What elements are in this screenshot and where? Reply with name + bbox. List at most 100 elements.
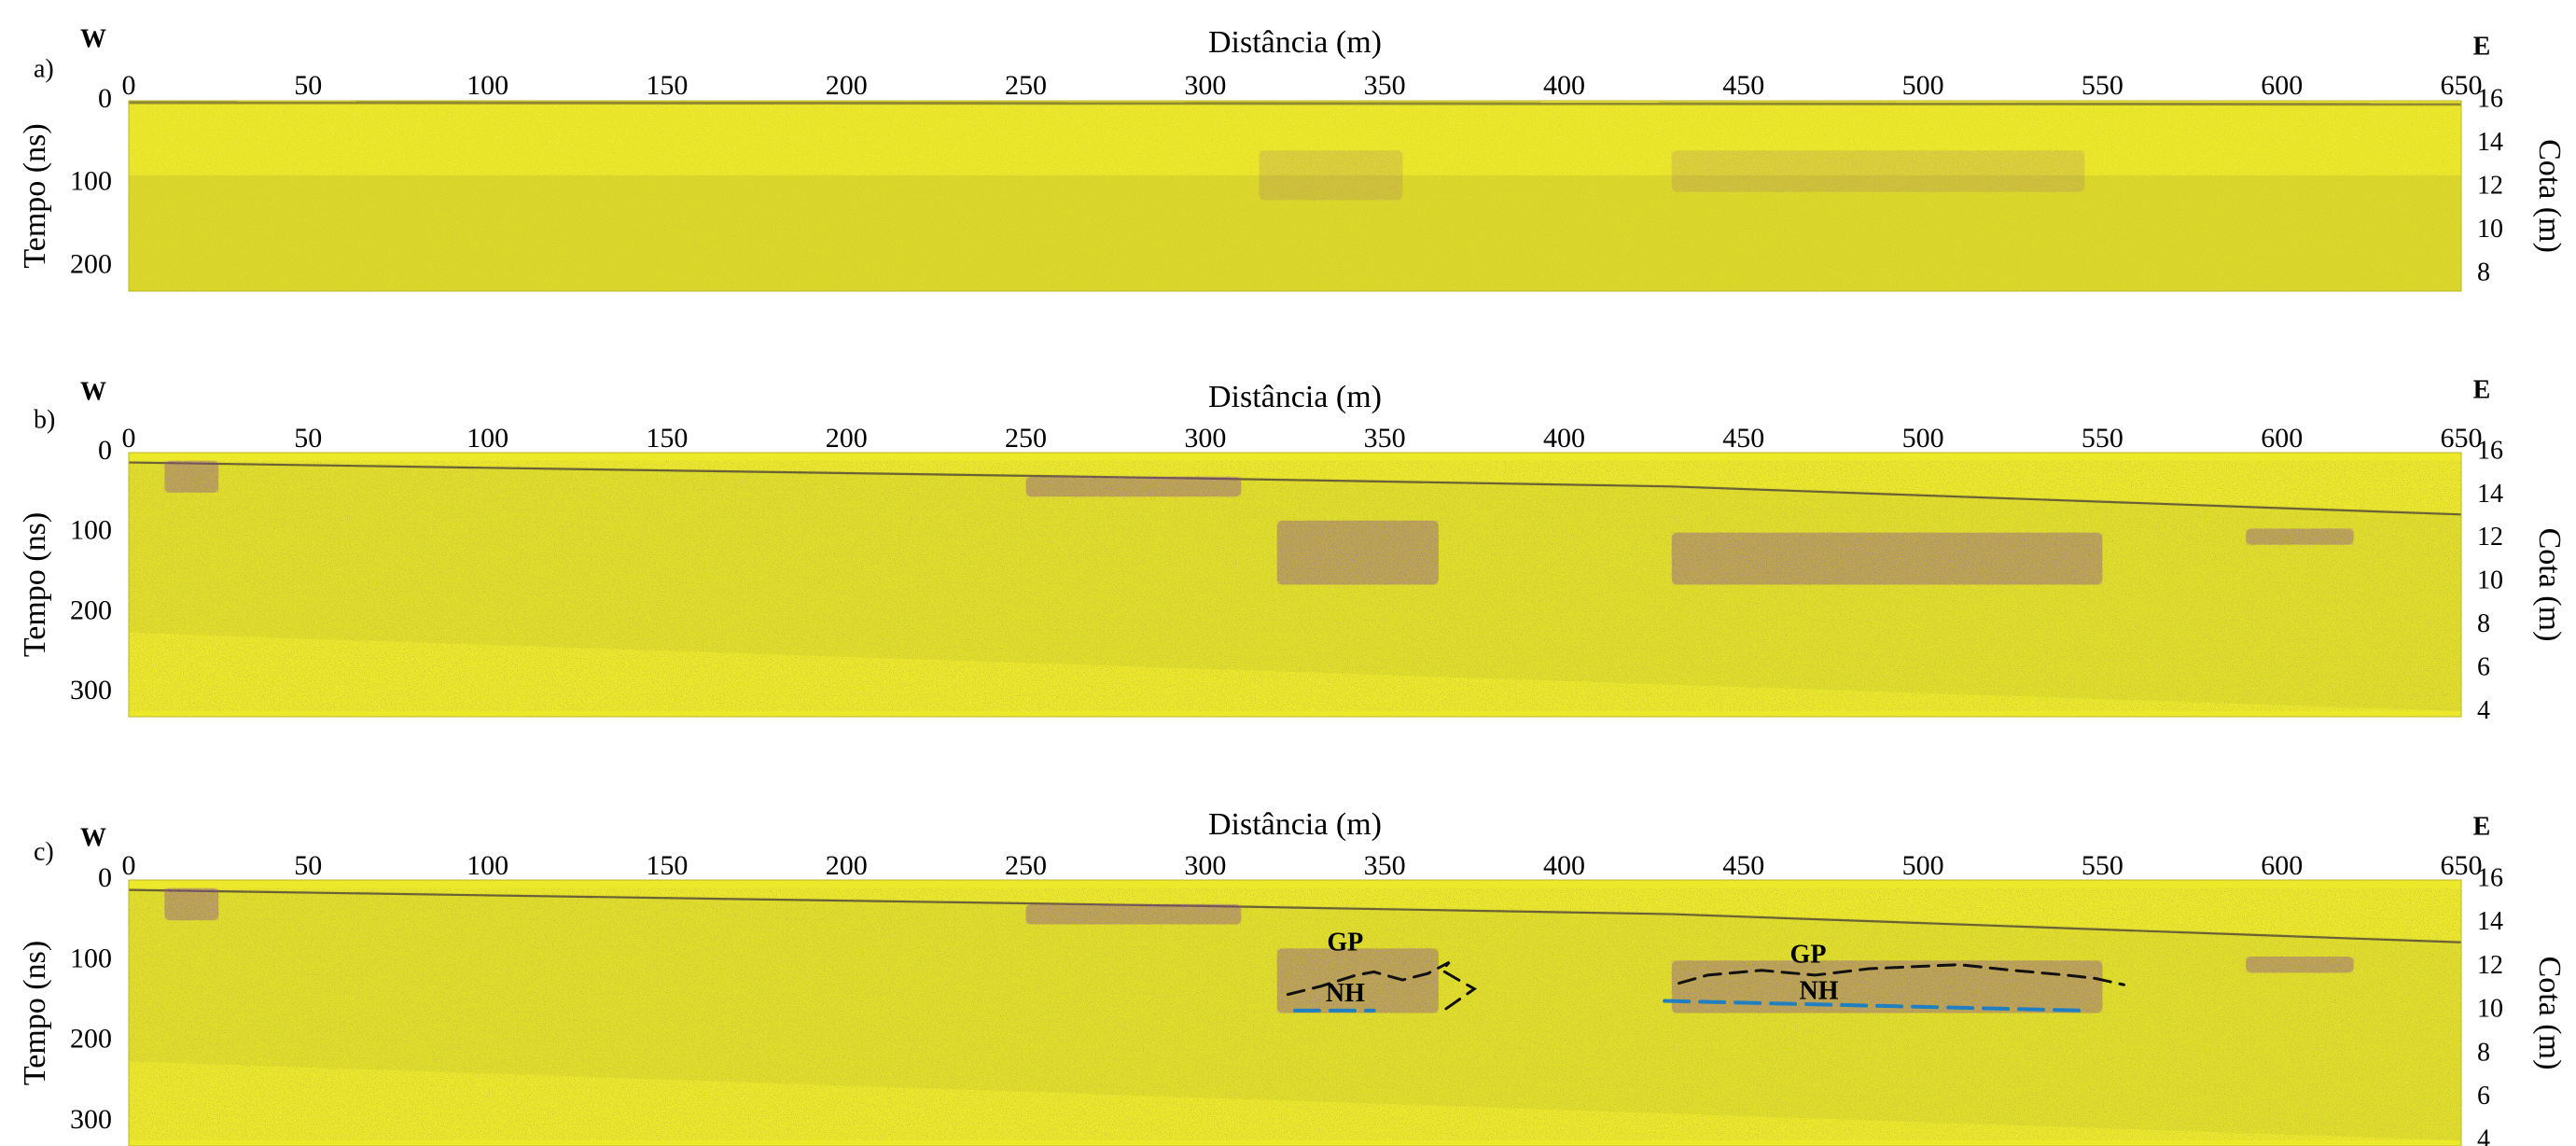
x-tick-label: 450 xyxy=(1722,850,1764,881)
gp-line xyxy=(1286,960,1478,1011)
reflector-texture xyxy=(2246,957,2354,973)
y-tick-label: 0 xyxy=(98,83,112,114)
y-right-tick-label: 8 xyxy=(2477,609,2490,638)
x-tick-label: 600 xyxy=(2261,850,2303,881)
y-right-tick-label: 14 xyxy=(2477,907,2503,936)
x-axis-title: Distância (m) xyxy=(1208,25,1382,60)
y-right-tick-label: 4 xyxy=(2477,1125,2490,1146)
reflector-texture xyxy=(1276,520,1439,585)
x-tick-label: 300 xyxy=(1184,850,1226,881)
y-right-tick-label: 8 xyxy=(2477,259,2490,287)
y-axis-right: 16 14 12 10 8 Cota (m) xyxy=(2477,84,2567,286)
x-tick-label: 450 xyxy=(1722,70,1764,101)
x-tick-label: 350 xyxy=(1364,850,1406,881)
x-tick-label: 650 xyxy=(2441,423,2483,454)
x-tick-label: 300 xyxy=(1184,70,1226,101)
x-tick-label: 500 xyxy=(1902,70,1944,101)
interpretation-lines xyxy=(1286,960,2125,1013)
x-tick-label: 600 xyxy=(2261,423,2303,454)
x-tick-label: 150 xyxy=(646,70,688,101)
x-tick-label: 50 xyxy=(294,423,322,454)
direction-east: E xyxy=(2473,375,2491,404)
x-tick-label: 0 xyxy=(122,850,136,881)
reflector-texture xyxy=(1025,476,1242,497)
y-axis-right: 16 14 12 10 8 6 4 Cota (m) xyxy=(2477,436,2567,724)
reflector-texture xyxy=(1671,532,2103,585)
data-noise xyxy=(129,460,2461,711)
nh-label: NH xyxy=(1800,976,1839,1005)
x-axis: 0 50 100 150 200 250 300 350 400 450 500 550 600 650 D… xyxy=(122,25,2483,101)
gp-line xyxy=(1678,963,2125,986)
x-tick-label: 500 xyxy=(1902,423,1944,454)
nh-line xyxy=(1663,999,2087,1013)
x-tick-label: 650 xyxy=(2441,850,2483,881)
y-axis-title-right: Cota (m) xyxy=(2532,139,2567,253)
data-noise xyxy=(129,887,2461,1140)
reflector-texture xyxy=(1671,150,2085,192)
x-tick-label: 100 xyxy=(466,423,508,454)
y-tick-label: 100 xyxy=(70,943,112,973)
x-tick-label: 650 xyxy=(2441,70,2483,101)
plot-frame xyxy=(128,879,2462,1146)
x-tick-label: 300 xyxy=(1184,423,1226,454)
x-axis-title: Distância (m) xyxy=(1208,380,1382,414)
radargram xyxy=(128,100,2462,292)
x-tick-label: 400 xyxy=(1543,423,1585,454)
reflector-texture xyxy=(1259,150,1403,201)
x-tick-label: 250 xyxy=(1005,423,1047,454)
y-right-tick-label: 10 xyxy=(2477,215,2503,244)
y-tick-label: 0 xyxy=(98,435,112,466)
direction-west: W xyxy=(80,377,106,406)
y-right-tick-label: 12 xyxy=(2477,951,2503,980)
y-right-tick-label: 12 xyxy=(2477,523,2503,552)
x-tick-label: 250 xyxy=(1005,850,1047,881)
x-axis: 0 50 100 150 200 250 300 350 400 450 500 550 600 650 D… xyxy=(122,807,2483,881)
x-tick-label: 50 xyxy=(294,70,322,101)
y-tick-label: 200 xyxy=(70,248,112,279)
x-tick-label: 550 xyxy=(2082,423,2123,454)
y-right-tick-label: 6 xyxy=(2477,1082,2490,1111)
direction-east: E xyxy=(2473,812,2491,841)
plot-frame xyxy=(128,100,2462,292)
direction-west: W xyxy=(80,823,106,852)
x-axis: 0 50 100 150 200 250 300 350 400 450 500 550 600 650 D… xyxy=(122,380,2483,454)
y-right-tick-label: 8 xyxy=(2477,1038,2490,1067)
annotations: GP NH GP NH xyxy=(1326,929,1839,1008)
y-tick-label: 0 xyxy=(98,862,112,893)
x-tick-label: 200 xyxy=(826,423,868,454)
y-axis-title-left: Tempo (ns) xyxy=(18,941,52,1085)
plot-frame xyxy=(128,452,2462,718)
y-right-tick-label: 12 xyxy=(2477,172,2503,201)
y-tick-label: 300 xyxy=(70,1104,112,1135)
x-tick-label: 150 xyxy=(646,423,688,454)
panel-b: 0 50 100 150 200 250 300 350 400 450 500 550 600 650D… xyxy=(18,375,2567,724)
y-axis-title-right: Cota (m) xyxy=(2532,528,2567,642)
y-tick-label: 100 xyxy=(70,515,112,546)
x-tick-label: 0 xyxy=(122,423,136,454)
reflector-texture xyxy=(164,460,219,493)
x-tick-label: 250 xyxy=(1005,70,1047,101)
y-right-tick-label: 16 xyxy=(2477,84,2503,113)
gp-label: GP xyxy=(1790,940,1827,969)
panel-label: a) xyxy=(34,54,54,83)
ground-surface-reflector xyxy=(128,461,2462,516)
y-axis-title-right: Cota (m) xyxy=(2532,957,2567,1070)
x-tick-label: 500 xyxy=(1902,850,1944,881)
gp-label: GP xyxy=(1327,929,1363,957)
direction-east: E xyxy=(2473,32,2491,61)
radargram xyxy=(128,452,2462,718)
x-tick-label: 200 xyxy=(826,70,868,101)
x-tick-label: 600 xyxy=(2261,70,2303,101)
panel-a: 0 50 100 150 200 250 300 350 400 450 500 550 600 650D… xyxy=(18,24,2567,292)
y-tick-label: 200 xyxy=(70,1024,112,1055)
ground-surface-reflector xyxy=(128,101,2462,106)
x-tick-label: 400 xyxy=(1543,70,1585,101)
y-right-tick-label: 10 xyxy=(2477,995,2503,1024)
y-axis-left: 0 100 200 300 Tempo (ns) xyxy=(18,862,112,1135)
y-axis-left: 0 100 200 Tempo (ns) xyxy=(18,83,112,279)
x-tick-label: 550 xyxy=(2082,850,2123,881)
radargram xyxy=(128,879,2462,1146)
x-tick-label: 150 xyxy=(646,850,688,881)
y-axis-left: 0 100 200 300 Tempo (ns) xyxy=(18,435,112,706)
